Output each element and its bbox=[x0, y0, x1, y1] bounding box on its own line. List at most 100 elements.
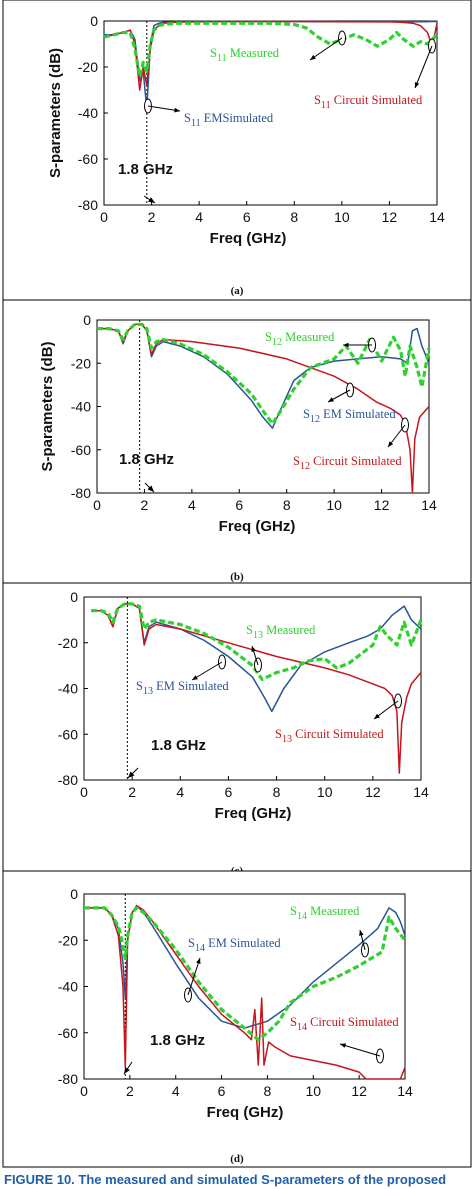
annotation-symbol: S bbox=[290, 904, 297, 918]
annotation-circuit-simulated: S11 Circuit Simulated bbox=[314, 93, 423, 111]
y-tick-label: -40 bbox=[58, 681, 78, 697]
annotation-text: Measured bbox=[282, 330, 335, 344]
x-tick-label: 0 bbox=[80, 1083, 88, 1099]
panel-frame bbox=[2, 870, 472, 1168]
x-tick-label: 6 bbox=[235, 497, 243, 513]
y-axis-title: S-parameters (dB) bbox=[39, 341, 56, 471]
series-measured bbox=[84, 906, 407, 1042]
annotation-em-simulated: S14 EM Simulated bbox=[188, 936, 281, 954]
x-tick-label: 12 bbox=[351, 1083, 367, 1099]
marker-label: 1.8 GHz bbox=[151, 737, 206, 754]
series-measured bbox=[91, 602, 423, 682]
x-tick-label: 8 bbox=[290, 209, 298, 225]
x-tick-label: 0 bbox=[93, 497, 101, 513]
annotation-symbol: S bbox=[290, 1015, 297, 1029]
x-tick-label: 10 bbox=[317, 784, 333, 800]
annotation-arrowhead bbox=[414, 82, 420, 88]
annotation-text: Circuit Simulated bbox=[310, 454, 402, 468]
annotation-text: EMSimulated bbox=[201, 111, 274, 125]
y-tick-label: -80 bbox=[78, 197, 98, 213]
annotation-symbol: S bbox=[136, 679, 143, 693]
annotation-text: EM Simulated bbox=[320, 407, 396, 421]
x-tick-label: 14 bbox=[397, 1083, 413, 1099]
annotation-symbol: S bbox=[275, 727, 282, 741]
x-tick-label: 4 bbox=[172, 1083, 180, 1099]
annotation-arrowhead bbox=[192, 675, 198, 680]
annotation-arrowhead bbox=[310, 54, 316, 60]
marker-arrowhead bbox=[128, 771, 135, 778]
annotation-arrowhead bbox=[328, 397, 334, 402]
annotation-arrowhead bbox=[359, 930, 364, 936]
x-axis-title: Freq (GHz) bbox=[207, 1104, 284, 1121]
x-tick-label: 10 bbox=[334, 209, 350, 225]
panel-frame bbox=[2, 0, 472, 301]
annotation-subscript: 12 bbox=[310, 414, 320, 425]
panel-label: (d) bbox=[230, 1153, 244, 1165]
y-tick-label: 0 bbox=[70, 589, 78, 605]
y-tick-label: -80 bbox=[71, 485, 91, 501]
x-tick-label: 8 bbox=[273, 784, 281, 800]
y-tick-label: -60 bbox=[71, 442, 91, 458]
x-axis-title: Freq (GHz) bbox=[219, 518, 296, 535]
annotation-text: Measured bbox=[263, 623, 316, 637]
x-tick-label: 4 bbox=[188, 497, 196, 513]
annotation-measured: S11 Measured bbox=[210, 46, 280, 64]
series-measured bbox=[97, 322, 431, 426]
annotation-subscript: 11 bbox=[321, 100, 331, 111]
annotation-text: Circuit Simulated bbox=[292, 727, 384, 741]
y-tick-label: -40 bbox=[71, 399, 91, 415]
annotation-subscript: 13 bbox=[143, 686, 153, 697]
annotation-symbol: S bbox=[293, 454, 300, 468]
annotation-arrowhead bbox=[340, 1043, 346, 1048]
x-tick-label: 6 bbox=[225, 784, 233, 800]
x-tick-label: 14 bbox=[421, 497, 437, 513]
y-tick-label: -60 bbox=[58, 726, 78, 742]
annotation-arrowhead bbox=[196, 958, 201, 964]
chart-panel-b: 0 2 4 6 8 10 12 14 0 -20 -40 -60 -80 Freq (GHz) S-para… bbox=[2, 299, 472, 584]
x-tick-label: 2 bbox=[128, 784, 136, 800]
x-tick-label: 0 bbox=[100, 209, 108, 225]
annotation-em-simulated: S13 EM Simulated bbox=[136, 679, 229, 697]
annotation-symbol: S bbox=[246, 623, 253, 637]
annotation-circuit-simulated: S13 Circuit Simulated bbox=[275, 727, 384, 745]
panel-label: (a) bbox=[231, 285, 244, 297]
marker-arrowhead bbox=[124, 1067, 130, 1074]
x-tick-label: 14 bbox=[413, 784, 429, 800]
series-measured bbox=[103, 21, 439, 78]
x-tick-label: 10 bbox=[305, 1083, 321, 1099]
annotation-arrowhead bbox=[374, 713, 380, 719]
annotation-leader bbox=[191, 661, 223, 681]
x-axis-title: Freq (GHz) bbox=[215, 805, 292, 822]
y-tick-label: -60 bbox=[78, 151, 98, 167]
annotation-subscript: 13 bbox=[253, 630, 263, 641]
chart-panel-c: 0 2 4 6 8 10 12 14 0 -20 -40 -60 -80 Freq (GHz) 1.8 GH… bbox=[2, 582, 472, 877]
annotation-em-simulated: S11 EMSimulated bbox=[184, 111, 274, 129]
annotation-leader bbox=[187, 957, 201, 996]
series-circuit-simulated bbox=[97, 323, 430, 494]
annotation-symbol: S bbox=[188, 936, 195, 950]
y-tick-label: 0 bbox=[83, 312, 91, 328]
x-tick-label: 14 bbox=[429, 209, 445, 225]
annotation-arrowhead bbox=[343, 342, 349, 348]
x-tick-label: 12 bbox=[382, 209, 398, 225]
x-tick-label: 2 bbox=[126, 1083, 134, 1099]
annotation-subscript: 14 bbox=[297, 1022, 307, 1033]
annotation-leader bbox=[339, 1043, 381, 1057]
annotation-em-simulated: S12 EM Simulated bbox=[303, 407, 396, 425]
y-axis-title: S-parameters (dB) bbox=[47, 48, 64, 178]
y-tick-label: -20 bbox=[71, 355, 91, 371]
panel-frame bbox=[2, 582, 472, 872]
series-circuit-simulated bbox=[84, 904, 406, 1080]
annotation-symbol: S bbox=[210, 46, 217, 60]
annotation-subscript: 12 bbox=[300, 461, 310, 472]
annotation-text: Measured bbox=[227, 46, 280, 60]
annotation-leader bbox=[414, 45, 433, 89]
annotation-subscript: 14 bbox=[297, 911, 307, 922]
x-tick-label: 4 bbox=[176, 784, 184, 800]
x-tick-label: 0 bbox=[80, 784, 88, 800]
annotation-measured: S14 Measured bbox=[290, 904, 360, 922]
annotation-circuit-simulated: S14 Circuit Simulated bbox=[290, 1015, 399, 1033]
x-tick-label: 12 bbox=[365, 784, 381, 800]
annotation-subscript: 14 bbox=[195, 943, 205, 954]
